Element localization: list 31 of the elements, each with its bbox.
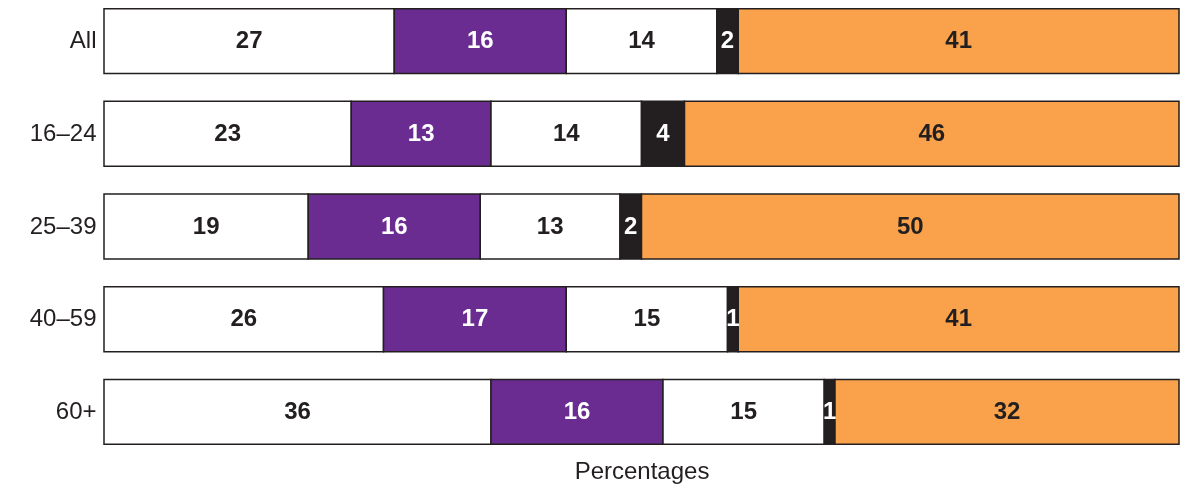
y-tick-label: All — [69, 26, 97, 54]
data-label: 4 — [656, 118, 671, 146]
data-label: 26 — [230, 304, 258, 332]
data-label: 41 — [945, 304, 972, 332]
y-tick-label: 40–59 — [29, 304, 97, 332]
x-axis-title: Percentages — [574, 456, 710, 484]
data-label: 16 — [563, 396, 591, 424]
data-label: 27 — [235, 26, 263, 54]
data-label: 23 — [214, 118, 241, 146]
data-label: 14 — [628, 26, 656, 54]
data-label: 19 — [192, 211, 220, 239]
data-label: 16 — [380, 211, 408, 239]
data-label: 36 — [284, 396, 311, 424]
data-label: 2 — [624, 211, 638, 239]
y-tick-label: 60+ — [55, 396, 97, 424]
data-label: 13 — [536, 211, 564, 239]
data-label: 17 — [461, 304, 489, 332]
data-label: 1 — [726, 304, 740, 332]
y-tick-label: 25–39 — [29, 211, 97, 239]
data-label: 14 — [552, 118, 581, 146]
data-label: 32 — [993, 396, 1021, 424]
data-label: 46 — [918, 118, 946, 146]
data-label: 15 — [730, 396, 757, 424]
y-tick-label: 16–24 — [29, 118, 97, 146]
data-label: 1 — [822, 396, 837, 424]
data-label: 2 — [720, 26, 735, 54]
data-label: 50 — [896, 211, 924, 239]
data-label: 13 — [407, 118, 435, 146]
data-label: 15 — [633, 304, 661, 332]
data-label: 41 — [945, 26, 972, 54]
data-label: 16 — [466, 26, 494, 54]
